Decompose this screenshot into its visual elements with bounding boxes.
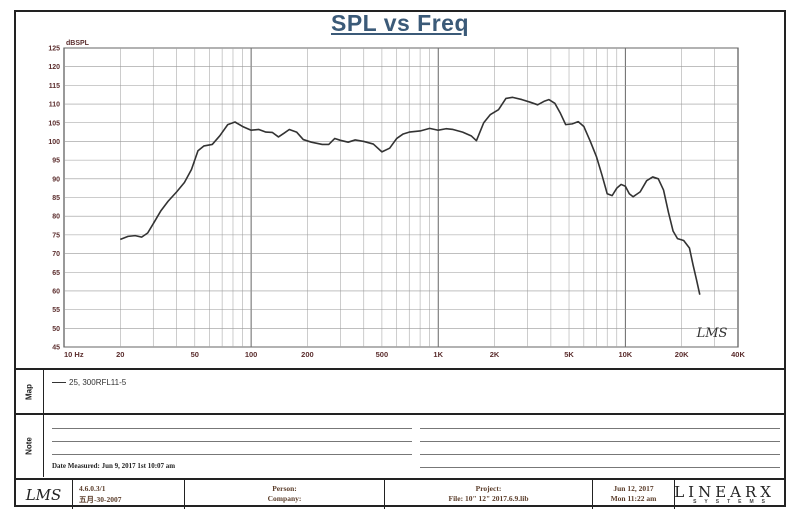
y-tick-label: 100 <box>48 139 60 146</box>
project-label: Project: <box>475 484 502 493</box>
note-line <box>420 441 780 442</box>
notes-label-text: Note <box>24 437 34 455</box>
company-label: Company: <box>267 494 302 503</box>
y-tick-label: 90 <box>52 176 60 183</box>
date-measured: Date Measured: Jun 9, 2017 1st 10:07 am <box>52 462 176 470</box>
legend-series-name: 25, 300RFL11-5 <box>69 378 127 387</box>
lms-watermark: LMS <box>696 326 728 341</box>
version-date: 五月-30-2007 <box>79 495 122 504</box>
note-line <box>420 454 780 455</box>
linearx-brand-sub: SYSTEMS <box>693 499 773 505</box>
x-tick-label: 5K <box>564 350 574 359</box>
y-tick-label: 65 <box>52 270 60 277</box>
legend-entry: 25, 300RFL11-5 <box>52 378 126 387</box>
footer-person-cell: Person: Company: <box>185 480 385 509</box>
x-tick-label: 40K <box>731 350 745 359</box>
linearx-brand: LINEARX <box>674 483 775 501</box>
map-label-text: Map <box>24 383 34 400</box>
x-tick-label: 10K <box>618 350 632 359</box>
notes-section-label: Note <box>15 415 44 477</box>
chart-title: SPL vs Freq <box>330 10 470 36</box>
y-tick-label: 45 <box>52 345 60 352</box>
spl-series-line <box>120 96 701 295</box>
footer-date-cell: Jun 12, 2017 Mon 11:22 am <box>593 480 675 509</box>
note-line <box>52 428 412 429</box>
file-label: File: 10" 12" 2017.6.9.lib <box>448 494 529 503</box>
note-line <box>420 467 780 468</box>
y-tick-label: 75 <box>52 232 60 239</box>
y-tick-label: 125 <box>48 46 60 53</box>
footer-project-cell: Project: File: 10" 12" 2017.6.9.lib <box>385 480 593 509</box>
report-date: Jun 12, 2017 <box>613 484 654 493</box>
x-tick-label: 500 <box>376 350 389 359</box>
y-tick-label: 70 <box>52 251 60 258</box>
report-time: Mon 11:22 am <box>610 494 657 503</box>
note-line <box>52 441 412 442</box>
footer-bar: LMS 4.6.0.3/1 五月-30-2007 Person: Company… <box>15 478 785 509</box>
y-axis-label: dBSPL <box>66 40 90 47</box>
lms-logo: LMS <box>25 486 62 504</box>
x-tick-label: 100 <box>245 350 258 359</box>
version-text: 4.6.0.3/1 <box>79 484 106 493</box>
footer-version-cell: 4.6.0.3/1 五月-30-2007 <box>73 480 185 509</box>
y-tick-label: 55 <box>52 307 60 314</box>
x-tick-label: 200 <box>301 350 314 359</box>
y-tick-label: 50 <box>52 326 60 333</box>
x-tick-label: 50 <box>191 350 199 359</box>
x-tick-label: 2K <box>490 350 500 359</box>
map-section-label: Map <box>15 370 44 413</box>
person-label: Person: <box>272 484 297 493</box>
y-tick-label: 110 <box>49 102 60 109</box>
x-tick-label: 20 <box>116 350 124 359</box>
y-tick-label: 105 <box>48 120 60 127</box>
notes-section <box>15 413 785 479</box>
legend-section <box>15 368 785 415</box>
x-tick-label: 1K <box>433 350 443 359</box>
footer-logo-cell: LMS <box>15 480 73 509</box>
y-tick-label: 115 <box>49 83 60 90</box>
y-tick-label: 95 <box>52 158 60 165</box>
y-tick-label: 120 <box>48 64 60 71</box>
x-tick-label: 20K <box>675 350 689 359</box>
y-tick-label: 80 <box>52 214 60 221</box>
y-tick-label: 85 <box>52 195 60 202</box>
legend-swatch <box>52 382 66 384</box>
x-tick-label: 10 Hz <box>64 350 84 359</box>
note-line <box>52 454 412 455</box>
y-tick-label: 60 <box>52 288 60 295</box>
note-line <box>420 428 780 429</box>
